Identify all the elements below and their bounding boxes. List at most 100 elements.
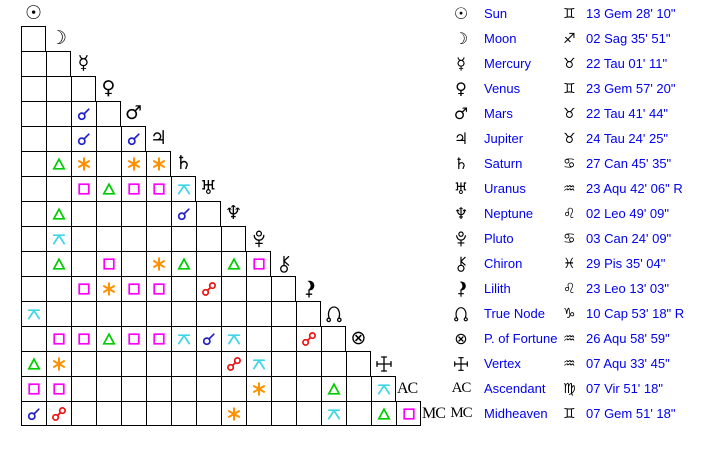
planet-name-link[interactable]: Moon — [484, 31, 517, 46]
aspect-cell-uranus-x-venus — [96, 176, 121, 201]
aspect-cell-p-of-fortune-x-uranus — [196, 326, 221, 351]
aspect-cell-true-node-x-mars — [121, 301, 146, 326]
aspect-cell-p-of-fortune-x-lilith — [296, 326, 321, 351]
planet-name-link[interactable]: Midheaven — [484, 406, 548, 421]
planet-name-link[interactable]: Ascendant — [484, 381, 546, 396]
trine-icon — [27, 357, 41, 370]
aspect-cell-ascendant-x-chiron — [271, 376, 296, 401]
aspect-grid: ☉ ☽ ☿ ♀ ♂ ♃ ♄ ♅ ♆ ⊗ AC MC — [21, 4, 446, 426]
aspect-cell-neptune-x-sun — [21, 201, 46, 226]
aspect-cell-midheaven-x-uranus — [196, 401, 221, 426]
planet-row-venus: ♀ Venus ♊ 23 Gem 57' 20" — [438, 76, 704, 101]
aspect-cell-midheaven-x-sun — [21, 401, 46, 426]
grid-planet-glyph-jupiter: ♃ — [146, 126, 171, 151]
aspect-cell-uranus-x-mars — [121, 176, 146, 201]
planet-name-link[interactable]: Lilith — [484, 281, 511, 296]
planet-name-link[interactable]: Mars — [484, 106, 513, 121]
aspect-cell-jupiter-x-moon — [46, 126, 71, 151]
lilith-icon — [453, 280, 466, 297]
aspect-cell-pluto-x-venus — [96, 226, 121, 251]
aspect-cell-saturn-x-mars — [121, 151, 146, 176]
conjunction-icon — [202, 333, 215, 346]
planet-name-link[interactable]: Jupiter — [484, 131, 524, 146]
part-of-fortune-icon: ⊗ — [350, 327, 367, 349]
planet-glyph — [438, 255, 484, 273]
aspect-cell-venus-x-sun — [21, 76, 46, 101]
planet-position: 27 Can 45' 35" — [586, 156, 672, 171]
conjunction-icon — [177, 208, 190, 221]
planet-name-link[interactable]: True Node — [484, 306, 545, 321]
saturn-icon: ♄ — [174, 152, 193, 174]
planet-row-neptune: ♆ Neptune ♌ 02 Leo 49' 09" — [438, 201, 704, 226]
aspect-cell-venus-x-moon — [46, 76, 71, 101]
aspect-cell-vertex-x-mars — [121, 351, 146, 376]
sextile-icon — [103, 282, 115, 296]
venus-icon: ♀ — [101, 77, 116, 99]
square-icon — [402, 407, 415, 420]
aspect-cell-p-of-fortune-x-moon — [46, 326, 71, 351]
aspect-cell-true-node-x-saturn — [171, 301, 196, 326]
zodiac-sign-glyph: ♌ — [563, 205, 576, 222]
planet-name-link[interactable]: Pluto — [484, 231, 514, 246]
aspect-cell-ascendant-x-venus — [96, 376, 121, 401]
trine-icon — [102, 332, 116, 345]
aspect-cell-chiron-x-sun — [21, 251, 46, 276]
zodiac-sign-glyph: ♉ — [563, 130, 576, 147]
aspect-cell-neptune-x-mars — [121, 201, 146, 226]
square-icon — [128, 333, 140, 345]
jupiter-icon: ♃ — [453, 128, 469, 148]
zodiac-sign-glyph: ♒ — [563, 355, 576, 372]
aspect-cell-chiron-x-jupiter — [146, 251, 171, 276]
planet-row-mars: ♂ Mars ♉ 22 Tau 41' 44" — [438, 101, 704, 126]
planet-position: 23 Leo 13' 03" — [586, 281, 670, 296]
aspect-cell-lilith-x-saturn — [171, 276, 196, 301]
aspect-cell-p-of-fortune-x-mercury — [71, 326, 96, 351]
aspect-cell-lilith-x-mars — [121, 276, 146, 301]
sextile-icon — [128, 157, 140, 171]
aspect-cell-chiron-x-saturn — [171, 251, 196, 276]
aspect-cell-uranus-x-jupiter — [146, 176, 171, 201]
aspect-cell-chiron-x-mars — [121, 251, 146, 276]
aspect-cell-true-node-x-uranus — [196, 301, 221, 326]
aspect-cell-true-node-x-neptune — [221, 301, 246, 326]
planet-name-link[interactable]: Chiron — [484, 256, 523, 271]
planet-glyph — [438, 230, 484, 248]
trine-icon — [52, 207, 66, 220]
aspect-cell-vertex-x-uranus — [196, 351, 221, 376]
aspect-cell-jupiter-x-venus — [96, 126, 121, 151]
planet-name-link[interactable]: Vertex — [484, 356, 521, 371]
square-icon — [128, 283, 140, 295]
square-icon — [153, 333, 165, 345]
planet-name-link[interactable]: Saturn — [484, 156, 523, 171]
planet-name-link[interactable]: Uranus — [484, 181, 526, 196]
planet-row-mercury: ☿ Mercury ♉ 22 Tau 01' 11" — [438, 51, 704, 76]
planet-position: 07 Vir 51' 18" — [586, 381, 663, 396]
planet-name-link[interactable]: Mercury — [484, 56, 531, 71]
planet-position: 22 Tau 41' 44" — [586, 106, 669, 121]
aspect-cell-p-of-fortune-x-sun — [21, 326, 46, 351]
planet-glyph — [438, 280, 484, 298]
aspect-cell-midheaven-x-moon — [46, 401, 71, 426]
planet-name-link[interactable]: Neptune — [484, 206, 534, 221]
planet-glyph: ♂ — [438, 105, 484, 122]
sextile-icon — [78, 157, 90, 171]
planet-glyph: ♃ — [438, 128, 484, 148]
planet-name-link[interactable]: Sun — [484, 6, 508, 21]
square-icon — [53, 383, 65, 395]
aspect-cell-vertex-x-sun — [21, 351, 46, 376]
aspect-cell-vertex-x-moon — [46, 351, 71, 376]
aspect-cell-vertex-x-p-of-fortune — [346, 351, 371, 376]
aspect-cell-venus-x-mercury — [71, 76, 96, 101]
opposition-icon — [52, 406, 66, 421]
planet-row-uranus: ♅ Uranus ♒ 23 Aqu 42' 06" R — [438, 176, 704, 201]
aspect-cell-ascendant-x-mercury — [71, 376, 96, 401]
grid-planet-glyph-lilith — [296, 276, 321, 301]
planet-name-link[interactable]: Venus — [484, 81, 521, 96]
planet-name-link[interactable]: P. of Fortune — [484, 331, 558, 346]
zodiac-sign-glyph: ♊ — [563, 80, 576, 97]
aspect-cell-jupiter-x-sun — [21, 126, 46, 151]
conjunction-icon — [27, 407, 40, 420]
aspect-cell-lilith-x-chiron — [271, 276, 296, 301]
aspect-cell-vertex-x-true-node — [321, 351, 346, 376]
planet-glyph: MC — [438, 406, 484, 421]
